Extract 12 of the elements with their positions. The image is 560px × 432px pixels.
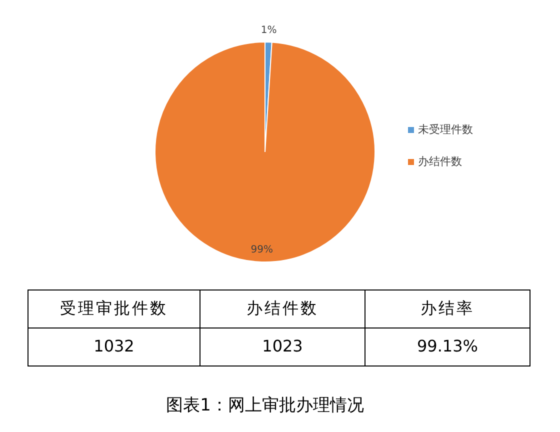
pie-slice	[154, 42, 376, 262]
text: 99.13%	[416, 336, 478, 356]
data-label: 99%	[250, 244, 274, 256]
text: 1032	[94, 336, 134, 356]
legend-label: 办结件数	[418, 155, 462, 168]
text: 图表1：网上审批办理情况	[166, 396, 364, 416]
category-label: 受理审批件数	[60, 298, 168, 318]
text: 1023	[262, 336, 303, 356]
data-label: 1%	[260, 24, 277, 36]
category-label: 办结件数	[246, 298, 318, 318]
legend-label: 未受理件数	[418, 123, 473, 136]
category-label: 办结率	[420, 298, 474, 318]
